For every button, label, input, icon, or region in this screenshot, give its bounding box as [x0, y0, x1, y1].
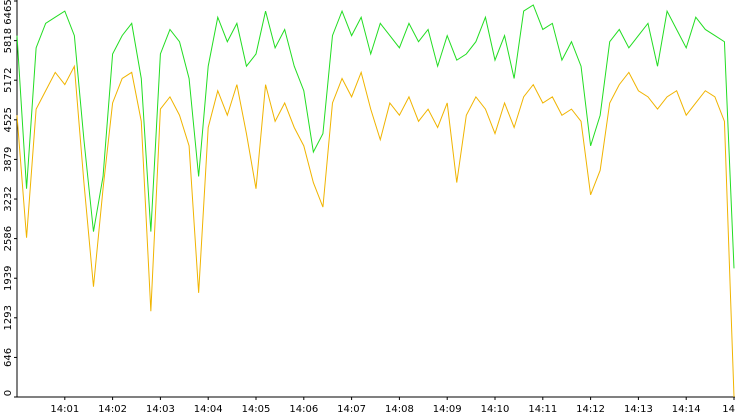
x-tick-label: 14:10 [481, 404, 510, 415]
x-tick-label: 14:03 [146, 404, 175, 415]
x-tick-label: 14:12 [576, 404, 605, 415]
series-line [16, 64, 735, 398]
x-tick-label: 14:09 [433, 404, 462, 415]
y-tick-label: 3232 [3, 186, 14, 211]
x-tick-label: 14:02 [98, 404, 127, 415]
x-tick-label: 14:08 [385, 404, 414, 415]
x-tick-label: 14:07 [337, 404, 366, 415]
x-tick-label: 14 [722, 404, 735, 415]
y-tick-label: 646 [3, 348, 14, 367]
y-tick-label: 5172 [3, 67, 14, 92]
x-tick-label: 14:06 [289, 404, 318, 415]
y-tick-label: 5818 [3, 28, 14, 53]
x-tick-label: 14:13 [624, 404, 653, 415]
x-tick-label: 14:05 [242, 404, 271, 415]
y-tick-label: 1293 [3, 305, 14, 330]
y-tick-label: 4525 [3, 107, 14, 132]
x-tick-label: 14:11 [528, 404, 557, 415]
x-tick-label: 14:01 [50, 404, 79, 415]
x-tick-label: 14:04 [194, 404, 223, 415]
series-line [16, 4, 735, 269]
y-tick-label: 3879 [3, 147, 14, 172]
y-tick-label: 1939 [3, 266, 14, 291]
y-tick-label: 0 [3, 390, 14, 396]
x-tick-label: 14:14 [672, 404, 701, 415]
y-tick-label: 6465 [3, 0, 14, 25]
y-tick-label: 2586 [3, 226, 14, 251]
